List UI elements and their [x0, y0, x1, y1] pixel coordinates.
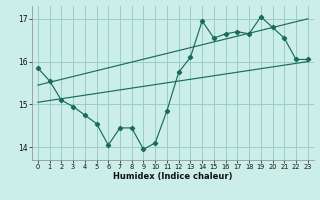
X-axis label: Humidex (Indice chaleur): Humidex (Indice chaleur): [113, 172, 233, 181]
